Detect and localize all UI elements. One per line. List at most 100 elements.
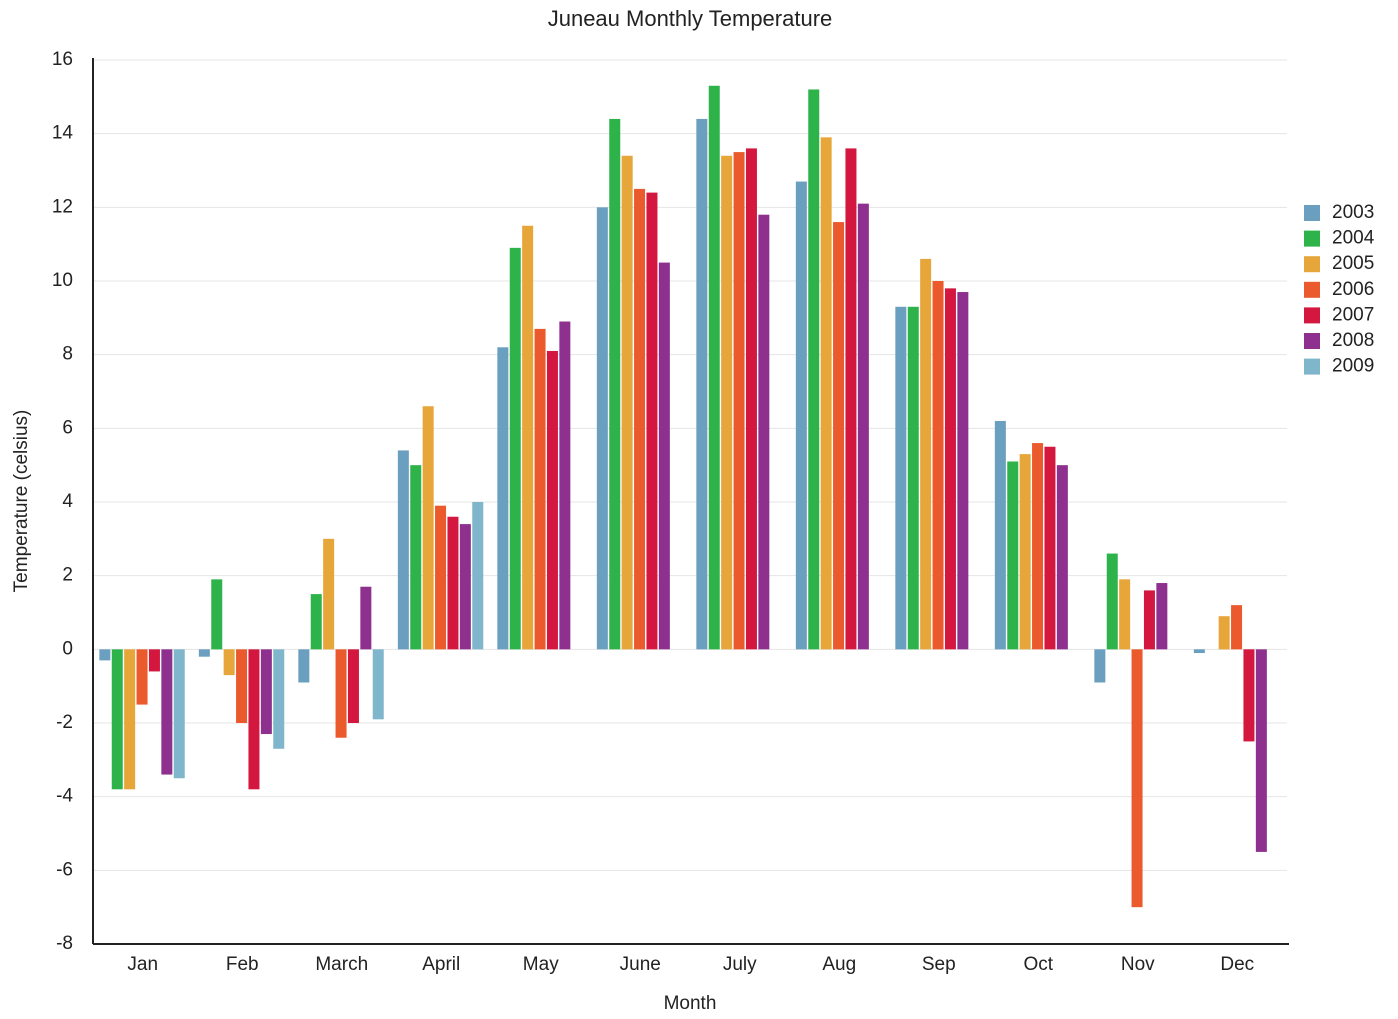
bar [1243,649,1255,742]
bar [944,288,956,650]
bar [820,137,832,650]
bar [795,181,807,650]
y-tick-label: -2 [56,712,73,733]
bar [1119,579,1131,650]
bar [1231,605,1243,650]
bar [721,155,733,650]
bar [609,118,621,650]
bar [497,347,509,650]
bar [248,649,260,790]
y-tick-label: 14 [52,123,74,144]
bar [658,262,670,650]
legend-swatch [1304,333,1320,349]
legend-label: 2003 [1332,202,1374,223]
bar [1156,583,1168,650]
legend-swatch [1304,281,1320,298]
bar [472,502,484,650]
legend-label: 2005 [1332,253,1374,274]
bar [1218,616,1230,650]
bar [1094,649,1106,683]
y-tick-label: 12 [52,196,73,217]
bar [833,222,845,650]
y-tick-label: -4 [56,786,73,807]
bar [99,649,111,661]
bar [111,649,123,790]
bar [1255,649,1267,852]
bar [546,350,558,650]
y-axis-label: Temperature (celsius) [11,410,32,593]
bar [646,192,658,650]
legend-swatch [1304,358,1320,375]
bar [335,649,347,738]
legend-label: 2004 [1332,228,1375,249]
bar [733,152,745,650]
bar [907,306,919,650]
bar [310,594,322,650]
legend-swatch [1304,230,1320,247]
bar [1007,461,1019,650]
x-tick-label: April [422,954,460,975]
bar [459,524,471,650]
x-tick-label: July [723,954,757,975]
bar [932,281,944,650]
bar [621,155,633,650]
bar [1143,590,1155,650]
bar [198,649,210,657]
y-tick-label: -8 [56,933,73,954]
bar [634,188,646,650]
bar [1056,465,1068,650]
x-tick-label: Sep [922,954,956,975]
x-tick-label: Nov [1121,954,1155,975]
bar [211,579,223,650]
y-tick-label: 6 [62,417,73,438]
y-tick-label: 4 [62,491,73,512]
legend-label: 2009 [1332,356,1374,377]
bar [236,649,248,723]
bar [435,505,447,650]
bar [745,148,757,650]
y-tick-label: -6 [56,859,73,880]
bar [223,649,235,676]
x-tick-label: June [620,954,661,975]
bar [957,292,969,650]
bar [323,538,335,650]
x-tick-label: May [523,954,559,975]
bar [397,450,409,650]
bar [857,203,869,650]
bar [1032,443,1044,650]
y-tick-label: 16 [52,49,73,70]
bar [994,420,1006,650]
bar [1019,454,1031,650]
bar [708,85,720,650]
legend-swatch [1304,205,1320,221]
y-tick-label: 8 [62,344,73,365]
bar [696,118,708,650]
legend-label: 2008 [1332,330,1374,351]
legend-swatch [1304,307,1320,324]
x-tick-label: March [315,954,368,975]
bar [522,225,534,650]
bar [372,649,384,720]
bar [845,148,857,650]
y-tick-label: 0 [62,638,73,659]
bar [1131,649,1143,908]
legend-label: 2006 [1332,279,1374,300]
bar [173,649,185,779]
bar [148,649,160,672]
bar [920,258,932,650]
bar [509,247,521,650]
bar [347,649,359,723]
bar [1106,553,1118,650]
bar [596,207,608,650]
bar [534,328,546,650]
bar [260,649,272,735]
bar [808,89,820,650]
legend-swatch [1304,256,1320,273]
bar [124,649,136,790]
x-tick-label: Oct [1023,954,1053,975]
x-tick-label: Dec [1220,954,1254,975]
x-tick-label: Jan [127,954,158,975]
x-tick-label: Aug [822,954,856,975]
x-axis-label: Month [664,993,717,1014]
